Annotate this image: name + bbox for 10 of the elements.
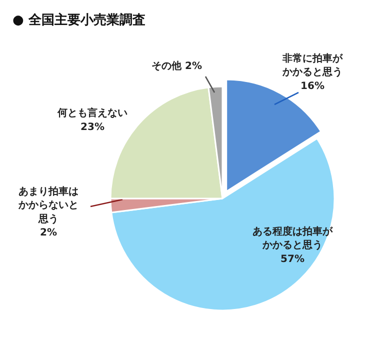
data-label: 2% <box>40 228 57 239</box>
slice-label: ある程度は拍車がかかると思う <box>252 225 334 251</box>
data-label: 16% <box>300 80 324 92</box>
slice-label: あまり拍車はかからないと思う <box>18 185 78 225</box>
slice-label: その他 2% <box>152 60 202 72</box>
data-label: 57% <box>280 254 304 265</box>
chart-title: ● 全国主要小売業調査 <box>12 12 146 28</box>
slice-label: 非常に拍車がかかると思う <box>282 52 344 78</box>
data-label: 23% <box>80 122 104 133</box>
slice-label: 何とも言えない <box>56 107 128 120</box>
